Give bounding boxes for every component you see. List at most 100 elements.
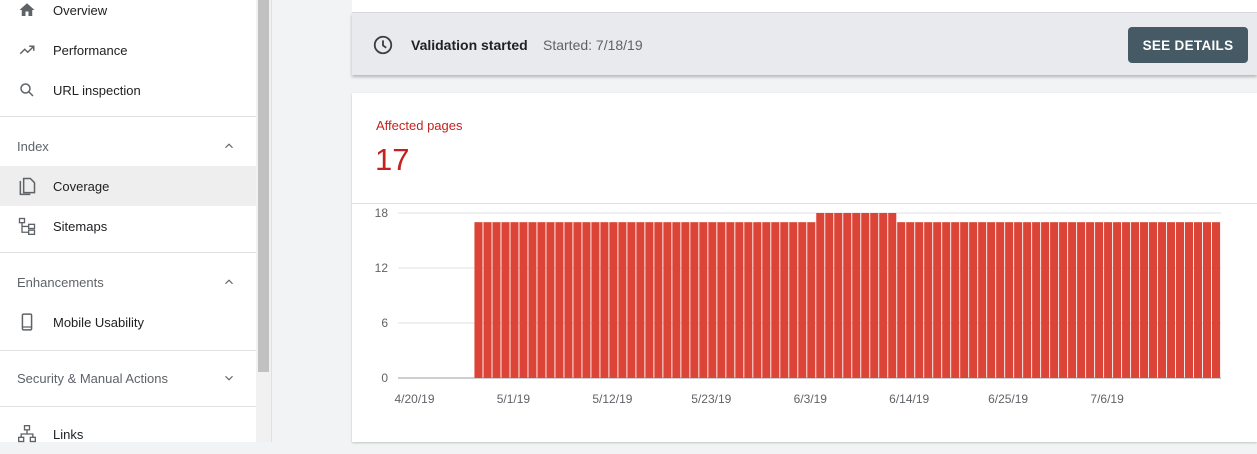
chart-bar[interactable] [1086,222,1095,378]
chart-bar[interactable] [573,222,582,378]
chart-bar[interactable] [1131,222,1140,378]
chart-bar[interactable] [690,222,699,378]
chart-bar[interactable] [960,222,969,378]
chart-bar[interactable] [1050,222,1059,378]
chart-bar[interactable] [582,222,591,378]
sidebar-item-mobile-usability[interactable]: Mobile Usability [0,302,256,342]
chart-bar[interactable] [816,213,825,378]
chart-bar[interactable] [636,222,645,378]
chart-bar[interactable] [1158,222,1167,378]
section-header-index[interactable]: Index [0,126,256,166]
chart-bar[interactable] [879,213,888,378]
chart-bar[interactable] [807,222,816,378]
section-header-security[interactable]: Security & Manual Actions [0,358,256,398]
chart-bar[interactable] [645,222,654,378]
chart-bar[interactable] [897,222,906,378]
chart-bar[interactable] [1113,222,1122,378]
chart-bar[interactable] [717,222,726,378]
chart-bar[interactable] [753,222,762,378]
chart-bar[interactable] [771,222,780,378]
chart-bar[interactable] [555,222,564,378]
chart-bar[interactable] [1212,222,1221,378]
chart-bar[interactable] [618,222,627,378]
chevron-up-icon [225,279,233,285]
divider [271,0,272,442]
chart-bar[interactable] [1140,222,1149,378]
chart-bar[interactable] [1077,222,1086,378]
chart-bar[interactable] [1185,222,1194,378]
chart-bar[interactable] [501,222,510,378]
chart-bar[interactable] [474,222,483,378]
chart-bar[interactable] [1149,222,1158,378]
chart-bar[interactable] [1059,222,1068,378]
sidebar-item-sitemaps[interactable]: Sitemaps [0,206,256,246]
chart-bar[interactable] [843,213,852,378]
chart-bar[interactable] [789,222,798,378]
chart-bar[interactable] [906,222,915,378]
chart-bar[interactable] [528,222,537,378]
chart-bar[interactable] [726,222,735,378]
sidebar-item-links[interactable]: Links [0,414,256,454]
chart-bar[interactable] [1194,222,1203,378]
sidebar-item-overview[interactable]: Overview [0,0,256,30]
chart-bar[interactable] [1032,222,1041,378]
chart-bar[interactable] [834,213,843,378]
divider [0,350,256,351]
chart-bar[interactable] [483,222,492,378]
chart-bar[interactable] [510,222,519,378]
sidebar-scrollbar-thumb[interactable] [258,0,269,372]
chart-bar[interactable] [1176,222,1185,378]
chart-bar[interactable] [492,222,501,378]
chart-bar[interactable] [852,213,861,378]
chart-bar[interactable] [744,222,753,378]
chart-bar[interactable] [1203,222,1212,378]
chart-bar[interactable] [780,222,789,378]
chart-bar[interactable] [762,222,771,378]
chart-bar[interactable] [888,213,897,378]
chart-bar[interactable] [627,222,636,378]
chart-bar[interactable] [861,213,870,378]
chart-bar[interactable] [1023,222,1032,378]
chart-bar[interactable] [1095,222,1104,378]
clock-icon [373,35,393,55]
chart-bar[interactable] [798,222,807,378]
chart-bar[interactable] [546,222,555,378]
chart-bar[interactable] [996,222,1005,378]
chart-bar[interactable] [663,222,672,378]
see-details-button[interactable]: SEE DETAILS [1128,27,1248,63]
chart-bar[interactable] [519,222,528,378]
chart-bar[interactable] [1068,222,1077,378]
chart-bar[interactable] [1005,222,1014,378]
chart-bar[interactable] [942,222,951,378]
chart-bar[interactable] [609,222,618,378]
chart-bar[interactable] [708,222,717,378]
chart-bar[interactable] [915,222,924,378]
chart-bar[interactable] [924,222,933,378]
chart-bar[interactable] [600,222,609,378]
sidebar-item-coverage[interactable]: Coverage [0,166,256,206]
chart-bar[interactable] [591,222,600,378]
chart-bar[interactable] [951,222,960,378]
chart-bar[interactable] [564,222,573,378]
chart-bar[interactable] [699,222,708,378]
sidebar-item-performance[interactable]: Performance [0,30,256,70]
chart-bar[interactable] [987,222,996,378]
chart-bar[interactable] [933,222,942,378]
chart-bar[interactable] [681,222,690,378]
chart-bar[interactable] [1104,222,1113,378]
chart-bar[interactable] [1122,222,1131,378]
chart-bar[interactable] [1014,222,1023,378]
chart-bar[interactable] [1041,222,1050,378]
chart-bar[interactable] [870,213,879,378]
chart-bar[interactable] [825,213,834,378]
divider [0,116,256,117]
chart-bar[interactable] [537,222,546,378]
chart-bar[interactable] [1167,222,1176,378]
chart-bar[interactable] [672,222,681,378]
chart-bar[interactable] [969,222,978,378]
section-header-enhancements[interactable]: Enhancements [0,262,256,302]
chart-bar[interactable] [978,222,987,378]
chart-bar[interactable] [654,222,663,378]
chart-bar[interactable] [735,222,744,378]
sidebar-item-url-inspection[interactable]: URL inspection [0,70,256,110]
